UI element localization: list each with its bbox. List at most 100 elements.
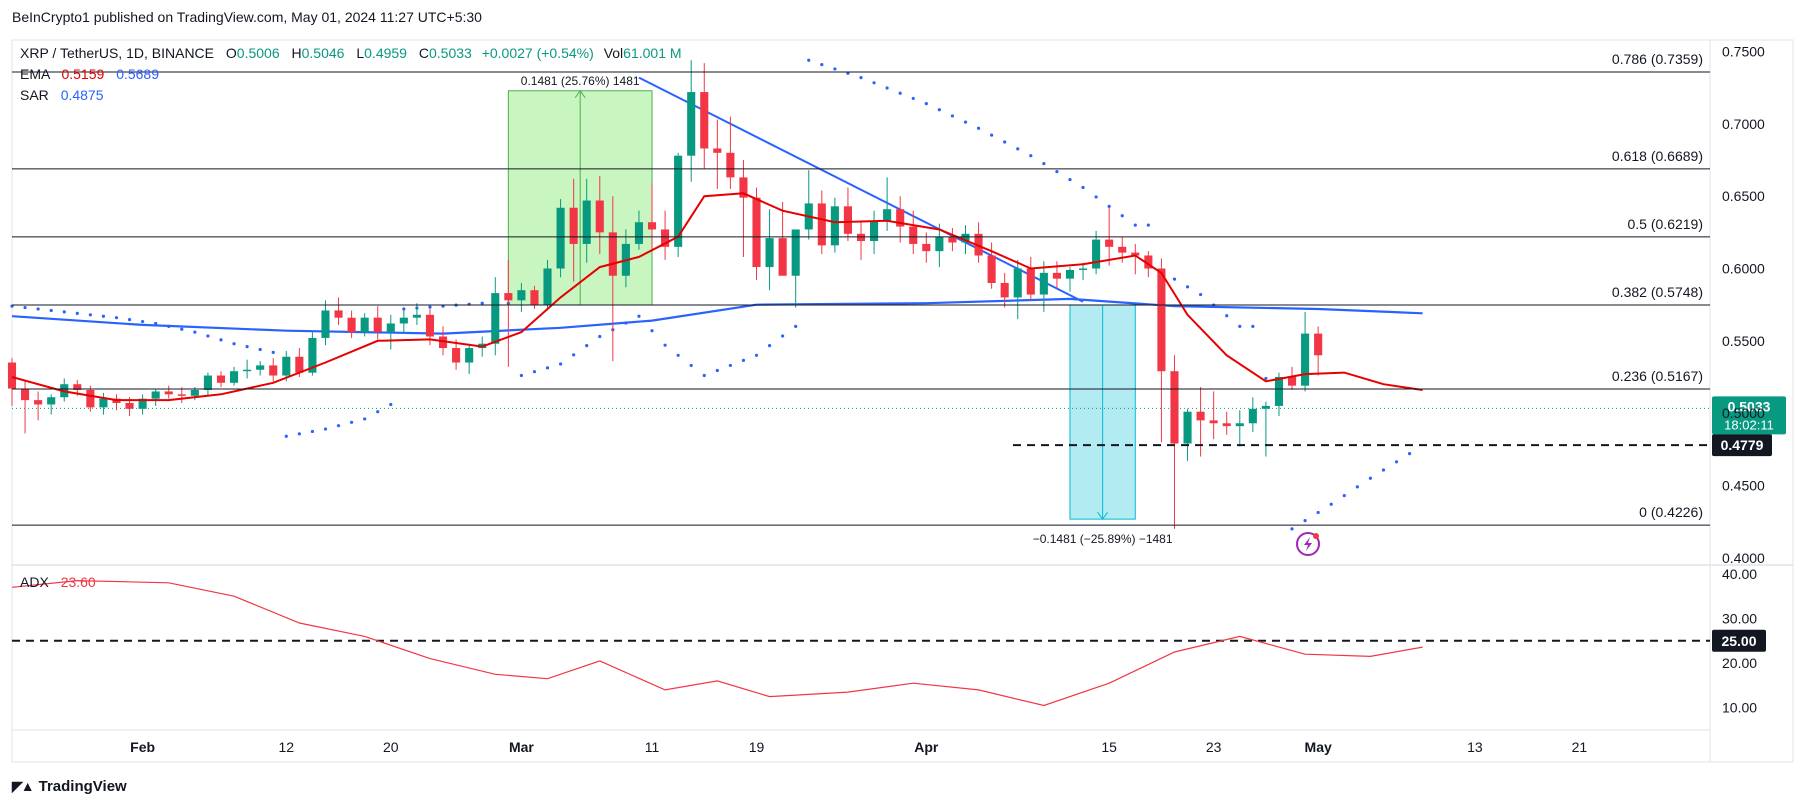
candle[interactable] xyxy=(791,229,800,308)
candle[interactable] xyxy=(739,160,748,257)
candle[interactable] xyxy=(870,210,879,255)
lightning-icon[interactable] xyxy=(1296,532,1320,556)
candle[interactable] xyxy=(386,314,395,350)
candle[interactable] xyxy=(1026,256,1035,301)
candle[interactable] xyxy=(203,372,212,396)
candle[interactable] xyxy=(700,63,709,169)
candle[interactable] xyxy=(843,187,852,242)
candle[interactable] xyxy=(256,361,265,376)
candle[interactable] xyxy=(21,381,30,434)
candle[interactable] xyxy=(1170,355,1179,529)
candle[interactable] xyxy=(1235,410,1244,447)
candle[interactable] xyxy=(1157,258,1166,443)
candle[interactable] xyxy=(112,394,121,411)
candle[interactable] xyxy=(452,339,461,370)
candle[interactable] xyxy=(282,350,291,382)
candle[interactable] xyxy=(321,300,330,346)
candle[interactable] xyxy=(726,116,735,189)
candle[interactable] xyxy=(465,343,474,375)
candle[interactable] xyxy=(7,358,17,406)
candle[interactable] xyxy=(151,388,160,406)
candle[interactable] xyxy=(517,282,526,312)
candle[interactable] xyxy=(556,199,565,278)
candle[interactable] xyxy=(883,177,892,231)
candle[interactable] xyxy=(412,303,421,325)
candle[interactable] xyxy=(765,209,774,291)
candle[interactable] xyxy=(1261,401,1270,457)
candle[interactable] xyxy=(687,60,696,182)
candle[interactable] xyxy=(922,232,931,263)
candle[interactable] xyxy=(896,196,905,243)
candle[interactable] xyxy=(569,178,578,282)
candle[interactable] xyxy=(1314,326,1323,376)
candle[interactable] xyxy=(778,201,787,276)
ema-long-line[interactable] xyxy=(11,297,1423,335)
candle[interactable] xyxy=(582,178,591,263)
candle[interactable] xyxy=(1248,397,1257,432)
candle[interactable] xyxy=(229,366,239,386)
candle[interactable] xyxy=(1196,387,1205,457)
candle[interactable] xyxy=(830,197,839,253)
sar-dot xyxy=(911,96,915,101)
candle[interactable] xyxy=(243,359,252,379)
candle[interactable] xyxy=(817,190,826,255)
candle[interactable] xyxy=(608,196,617,362)
candle[interactable] xyxy=(595,175,604,255)
candle[interactable] xyxy=(1222,411,1231,435)
candle[interactable] xyxy=(856,222,866,260)
candle[interactable] xyxy=(1301,311,1310,392)
candle[interactable] xyxy=(1092,230,1101,275)
candle[interactable] xyxy=(1287,366,1297,390)
candle-body xyxy=(1065,269,1075,279)
candle[interactable] xyxy=(909,210,918,255)
candle[interactable] xyxy=(373,306,382,340)
candle[interactable] xyxy=(1013,259,1022,320)
candle[interactable] xyxy=(1209,391,1218,440)
candle[interactable] xyxy=(674,152,683,257)
candle[interactable] xyxy=(1078,262,1088,281)
candle[interactable] xyxy=(1000,272,1009,308)
sar-dot xyxy=(1290,527,1294,531)
candle[interactable] xyxy=(1039,261,1048,312)
candle-body xyxy=(216,375,226,383)
candle[interactable] xyxy=(804,170,813,240)
candle[interactable] xyxy=(334,297,343,325)
candle[interactable] xyxy=(347,310,356,338)
candle-body xyxy=(504,293,513,301)
candle-body xyxy=(608,232,617,276)
candle[interactable] xyxy=(86,385,95,412)
candle[interactable] xyxy=(47,394,56,415)
candle[interactable] xyxy=(1131,243,1140,275)
candle[interactable] xyxy=(543,259,552,311)
sar-dot xyxy=(219,338,223,342)
adx-tick-label: 40.00 xyxy=(1722,566,1757,582)
adx-line[interactable] xyxy=(11,579,1423,707)
candle[interactable] xyxy=(399,310,408,334)
candle[interactable] xyxy=(177,387,186,404)
candle[interactable] xyxy=(34,391,43,421)
candle[interactable] xyxy=(713,119,722,189)
ema-short-line[interactable] xyxy=(11,192,1423,402)
candle[interactable] xyxy=(935,223,944,268)
candle[interactable] xyxy=(752,187,761,281)
candle[interactable] xyxy=(138,394,147,415)
candle[interactable] xyxy=(634,210,644,250)
trend-line[interactable] xyxy=(638,76,1084,303)
svg-text:EMA 0.5159 0.5689: EMA 0.5159 0.5689 xyxy=(20,66,159,82)
candle-body xyxy=(164,391,173,395)
candle[interactable] xyxy=(360,313,369,337)
candle[interactable] xyxy=(164,385,173,399)
candle[interactable] xyxy=(99,392,108,415)
candle-body xyxy=(987,255,996,283)
candle[interactable] xyxy=(974,222,983,263)
candle[interactable] xyxy=(1183,408,1192,461)
candle[interactable] xyxy=(647,183,657,252)
candle[interactable] xyxy=(504,259,513,367)
tradingview-logo[interactable]: ◤▲ TradingView xyxy=(12,778,127,795)
candle[interactable] xyxy=(216,371,226,388)
candle[interactable] xyxy=(1065,267,1075,292)
candle[interactable] xyxy=(269,358,278,382)
candle[interactable] xyxy=(661,210,670,260)
candle[interactable] xyxy=(948,228,957,252)
